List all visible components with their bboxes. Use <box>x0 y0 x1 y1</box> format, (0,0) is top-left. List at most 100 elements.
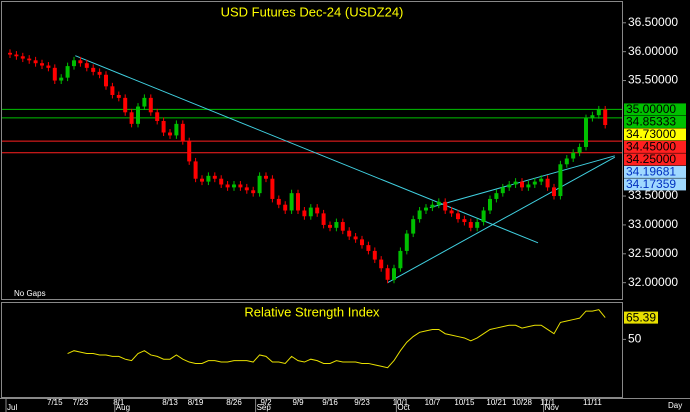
candle-body <box>328 224 332 228</box>
candle-body <box>494 193 499 199</box>
candle-body <box>219 178 224 185</box>
month-label: Sep <box>257 403 272 412</box>
candle-body <box>251 190 256 194</box>
candle-body <box>315 207 320 214</box>
x-tick-label: 9/2 <box>260 398 272 407</box>
x-unit: Day <box>668 401 682 410</box>
candle-body <box>27 58 32 61</box>
y-tick-label: 36.00000 <box>628 44 678 58</box>
candle-body <box>539 178 544 182</box>
candle-body <box>379 259 384 269</box>
candle-body <box>308 207 313 217</box>
candle-body <box>78 60 83 64</box>
price-label: 34.73000 <box>626 127 676 141</box>
x-tick-label: 10/7 <box>425 398 441 407</box>
candle-body <box>97 71 102 75</box>
candle-body <box>584 118 588 147</box>
candle-body <box>398 250 403 269</box>
candle-body <box>417 210 422 220</box>
month-label: Jul <box>7 403 17 412</box>
price-label: 35.00000 <box>626 102 676 116</box>
candle-body <box>238 184 243 188</box>
candle-body <box>65 66 70 78</box>
x-tick-label: 9/23 <box>354 398 370 407</box>
candle-body <box>200 178 204 182</box>
rsi-panel <box>1 302 623 398</box>
candle-body <box>353 236 358 240</box>
candle-body <box>40 63 44 66</box>
candle-body <box>104 74 108 87</box>
candle-body <box>225 184 230 188</box>
y-tick-label: 32.50000 <box>628 246 678 260</box>
x-tick-label: 7/15 <box>47 398 63 407</box>
candle-body <box>270 178 275 199</box>
chart-title: USD Futures Dec-24 (USDZ24) <box>221 4 404 19</box>
x-tick-label: 11/1 <box>540 398 556 407</box>
candle-body <box>366 245 371 251</box>
candle-body <box>564 158 569 165</box>
candle-body <box>558 164 563 197</box>
candle-body <box>507 184 512 188</box>
x-tick-label: 8/13 <box>162 398 178 407</box>
x-tick-label: 8/26 <box>226 398 242 407</box>
candle-body <box>545 178 550 188</box>
y-tick-label: 33.50000 <box>628 188 678 202</box>
rsi-label-box <box>624 311 658 324</box>
candle-body <box>603 109 608 126</box>
price-label-box <box>624 165 686 178</box>
candle-body <box>20 56 25 59</box>
candle-body <box>206 175 211 182</box>
candle-body <box>456 213 460 220</box>
candle-body <box>552 187 556 197</box>
price-label-box <box>624 128 686 141</box>
candle-body <box>52 67 57 81</box>
x-tick-label: 9/9 <box>292 398 304 407</box>
candle-body <box>264 175 268 179</box>
candle-body <box>116 94 121 98</box>
candle-body <box>571 152 576 159</box>
price-label: 34.45000 <box>626 140 676 154</box>
x-tick-label: 10/15 <box>454 398 475 407</box>
candle-body <box>136 106 140 124</box>
candle-body <box>174 123 179 136</box>
trend-line <box>387 156 616 284</box>
candle-body <box>193 161 198 179</box>
candle-body <box>161 120 166 133</box>
candle-body <box>302 210 307 217</box>
month-label: Nov <box>545 403 559 412</box>
candle-body <box>392 268 396 280</box>
candle-body <box>436 201 441 205</box>
x-tick-label: 8/1 <box>113 398 125 407</box>
candle-body <box>84 63 89 68</box>
x-tick-label: 10/21 <box>486 398 507 407</box>
price-panel <box>1 1 623 300</box>
candle-body <box>411 219 416 234</box>
candle-body <box>449 210 454 214</box>
candle-body <box>257 175 262 194</box>
candle-body <box>72 60 76 67</box>
x-tick-label: 8/19 <box>188 398 204 407</box>
candle-body <box>155 112 160 121</box>
price-label-box <box>624 115 686 128</box>
candle-body <box>385 268 390 280</box>
trend-line <box>75 55 539 244</box>
y-tick-label: 36.50000 <box>628 15 678 29</box>
candle-body <box>481 210 486 223</box>
candle-body <box>148 97 153 113</box>
candle-body <box>59 77 64 81</box>
candle-body <box>187 141 192 162</box>
candle-body <box>91 67 96 72</box>
candle-body <box>8 52 12 55</box>
candle-body <box>443 201 448 211</box>
candle-body <box>532 181 537 185</box>
x-tick-label: 10/1 <box>393 398 409 407</box>
rsi-title: Relative Strength Index <box>244 304 380 319</box>
candle-body <box>462 219 467 223</box>
candle-body <box>424 207 428 211</box>
candle-body <box>168 132 172 136</box>
price-label: 34.19681 <box>626 165 676 179</box>
candle-body <box>232 184 236 188</box>
candle-body <box>513 181 518 185</box>
candle-body <box>129 112 134 124</box>
candle-body <box>334 222 339 228</box>
